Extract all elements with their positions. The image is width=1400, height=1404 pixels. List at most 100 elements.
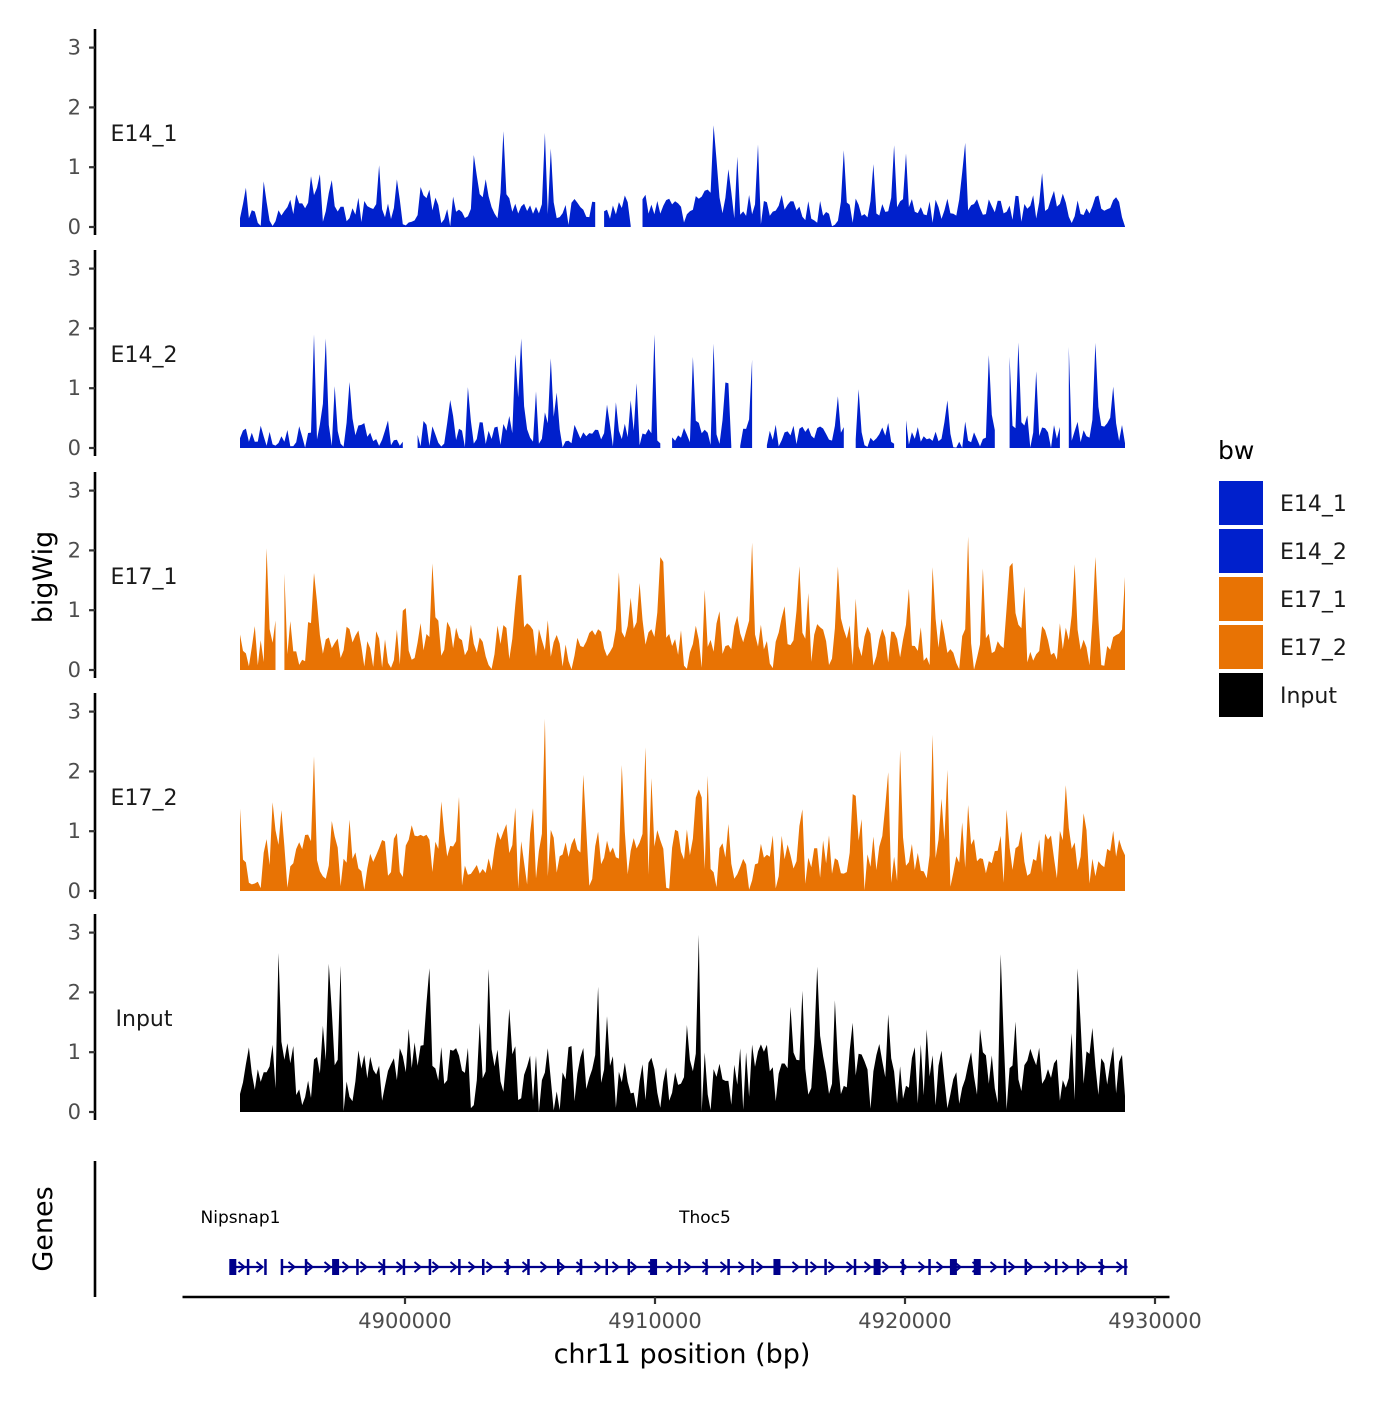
exon — [428, 1259, 432, 1275]
y-tick-label: 2 — [68, 980, 81, 1004]
exon — [527, 1259, 530, 1275]
track-e14-1: 0 1 2 3 E14_1 — [68, 29, 1125, 239]
exon — [928, 1259, 931, 1275]
strand-arrow — [237, 1261, 247, 1273]
track-input: 0 1 2 3 Input — [68, 914, 1125, 1124]
legend: E14_1 E14_2 E17_1 E17_2 Input — [1219, 481, 1347, 717]
x-tick-label: 4920000 — [858, 1309, 952, 1333]
x-tick-label: 4910000 — [608, 1309, 702, 1333]
exon — [705, 1259, 708, 1275]
x-axis-title: chr11 position (bp) — [554, 1339, 811, 1370]
tracks-group: 0 1 2 3 E14_1 0 1 2 3 E14_2 0 1 2 3 E17_1 0 1 2 3 E17_2 0 1 2 3… — [68, 29, 1125, 1124]
exon — [264, 1259, 267, 1275]
strand-arrow — [827, 1261, 837, 1273]
legend-label: E17_2 — [1280, 636, 1347, 661]
signal-area — [284, 536, 1125, 670]
gene-label: Thoc5 — [678, 1208, 731, 1228]
strand-arrow — [863, 1261, 873, 1273]
strand-arrow — [809, 1261, 819, 1273]
gene-nipsnap1: Nipsnap1 — [201, 1208, 281, 1275]
exon — [824, 1259, 827, 1275]
gene-label: Nipsnap1 — [201, 1208, 281, 1228]
y-tick-label: 1 — [68, 819, 81, 843]
exon — [773, 1259, 781, 1275]
exon — [949, 1259, 957, 1275]
exon — [627, 1259, 631, 1275]
exon — [280, 1259, 284, 1275]
strand-arrow — [467, 1261, 477, 1273]
strand-arrow — [683, 1261, 693, 1273]
signal-area — [642, 125, 1125, 227]
strand-arrow — [665, 1261, 675, 1273]
track-e17-2: 0 1 2 3 E17_2 — [68, 693, 1125, 903]
track-label: E17_2 — [111, 786, 178, 811]
legend-swatch — [1219, 529, 1263, 573]
gene-thoc5: Thoc5 — [280, 1208, 1128, 1275]
track-label: Input — [116, 1007, 173, 1032]
exon — [853, 1259, 857, 1275]
exon — [805, 1259, 808, 1275]
exon — [1054, 1259, 1058, 1275]
strand-arrow — [485, 1261, 495, 1273]
y-tick-label: 3 — [68, 36, 81, 60]
legend-swatch — [1219, 625, 1263, 669]
legend-title: bw — [1218, 436, 1254, 465]
legend-swatch — [1219, 577, 1263, 621]
strand-arrow — [845, 1261, 855, 1273]
strand-arrow — [1007, 1261, 1017, 1273]
strand-arrow — [1079, 1261, 1089, 1273]
signal-area — [240, 548, 276, 670]
legend-label: E14_1 — [1280, 492, 1347, 517]
strand-arrow — [917, 1261, 927, 1273]
signal-area — [906, 355, 995, 448]
strand-arrow — [359, 1261, 369, 1273]
track-label: E14_1 — [111, 122, 178, 147]
exon — [1003, 1259, 1007, 1275]
strand-arrow — [935, 1261, 945, 1273]
signal-area — [740, 359, 753, 448]
signal-area — [240, 334, 403, 448]
y-tick-label: 2 — [68, 538, 81, 562]
exon — [678, 1259, 681, 1275]
exon — [1024, 1259, 1028, 1275]
strand-arrow — [539, 1261, 549, 1273]
signal-area — [240, 718, 1125, 891]
y-axis-title: bigWig — [28, 531, 59, 624]
legend-swatch — [1219, 481, 1263, 525]
track-e17-1: 0 1 2 3 E17_1 — [68, 472, 1125, 682]
exon — [506, 1259, 509, 1275]
strand-arrow — [593, 1261, 603, 1273]
y-tick-label: 2 — [68, 316, 81, 340]
y-tick-label: 0 — [68, 658, 81, 682]
exon — [304, 1259, 308, 1275]
exon — [402, 1259, 406, 1275]
exon — [973, 1259, 981, 1275]
signal-area — [240, 934, 1125, 1112]
track-e14-2: 0 1 2 3 E14_2 — [68, 250, 1125, 460]
exon — [1076, 1259, 1080, 1275]
signal-area — [855, 389, 895, 448]
signal-area — [672, 343, 732, 448]
exon — [229, 1259, 237, 1275]
legend-label: E14_2 — [1280, 540, 1347, 565]
legend-swatch — [1219, 673, 1263, 717]
exon — [246, 1259, 250, 1275]
y-tick-label: 3 — [68, 479, 81, 503]
signal-area — [766, 396, 844, 448]
strand-arrow — [881, 1261, 891, 1273]
exon — [332, 1259, 340, 1275]
strand-arrow — [557, 1261, 567, 1273]
strand-arrow — [1115, 1261, 1125, 1273]
exon — [382, 1259, 386, 1275]
legend-label: Input — [1280, 684, 1337, 709]
exon — [650, 1259, 658, 1275]
x-tick-label: 4900000 — [358, 1309, 452, 1333]
strand-arrow — [287, 1261, 297, 1273]
y-tick-label: 0 — [68, 436, 81, 460]
track-label: E17_1 — [111, 565, 178, 590]
strand-arrow — [395, 1261, 405, 1273]
x-axis: 4900000 4910000 4920000 4930000 — [182, 1295, 1202, 1333]
exon — [579, 1259, 583, 1275]
strand-arrow — [737, 1261, 747, 1273]
